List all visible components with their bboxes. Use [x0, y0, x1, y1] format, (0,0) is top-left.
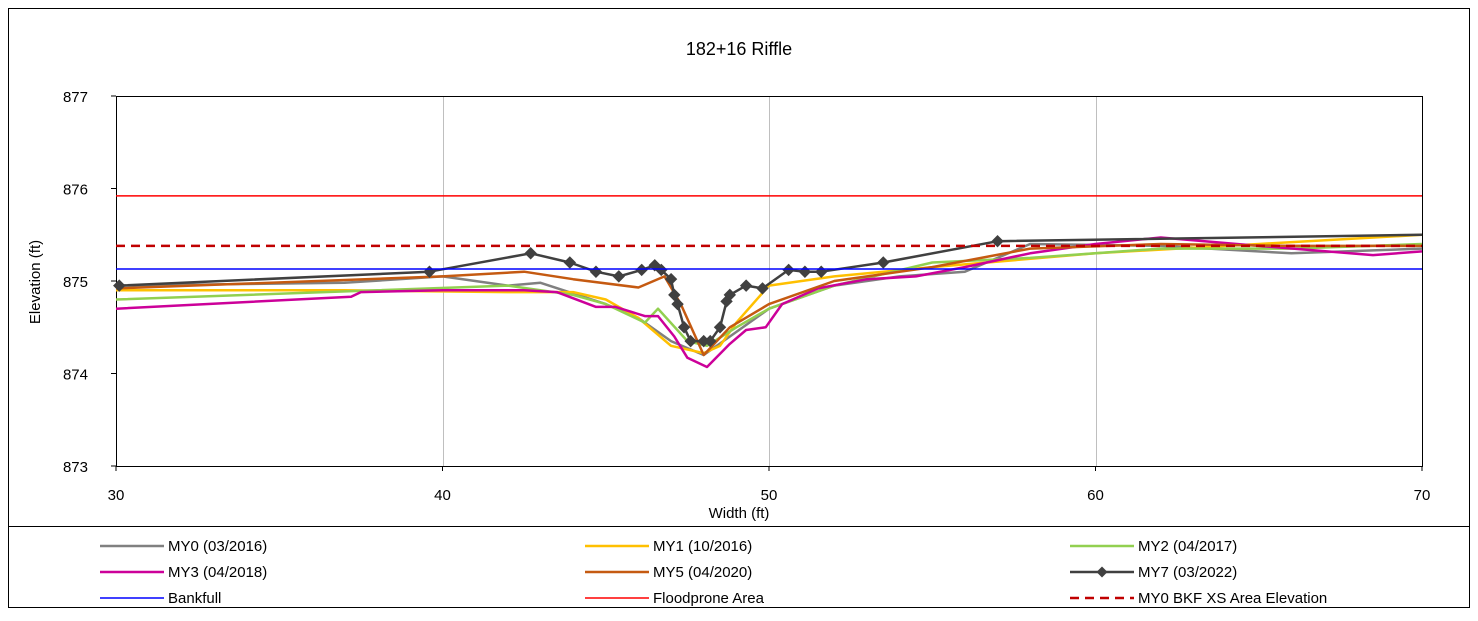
legend-item: MY3 (04/2018) [100, 564, 267, 581]
x-tick-label: 30 [108, 487, 125, 504]
y-tick-label: 877 [63, 89, 88, 106]
series-marker [877, 256, 890, 269]
legend-marker [1096, 566, 1108, 578]
series-marker [612, 270, 626, 283]
legend-item: MY7 (03/2022) [1070, 564, 1237, 581]
series-marker [635, 263, 648, 277]
series-line [115, 242, 1423, 357]
legend: MY0 (03/2016) MY1 (10/2016) MY2 (04/2017) M… [100, 538, 1327, 607]
y-tick-label: 873 [63, 459, 88, 476]
series-marker [756, 282, 769, 295]
y-axis-label: Elevation (ft) [27, 240, 44, 324]
y-tick-label: 876 [63, 182, 88, 199]
legend-label: MY5 (04/2020) [653, 564, 752, 581]
series-marker [677, 321, 691, 334]
y-tick-label: 874 [63, 367, 88, 384]
legend-label: MY1 (10/2016) [653, 538, 752, 555]
legend-item: MY0 (03/2016) [100, 538, 267, 555]
series-marker [739, 279, 753, 292]
series-marker [723, 288, 737, 302]
series-marker [113, 279, 126, 292]
chart-title: 182+16 Riffle [686, 39, 792, 59]
series-layer [113, 195, 1423, 369]
legend-label: MY2 (04/2017) [1138, 538, 1237, 555]
legend-item: MY5 (04/2020) [585, 564, 752, 581]
x-tick-label: 60 [1087, 487, 1104, 504]
legend-item: MY2 (04/2017) [1070, 538, 1237, 555]
series-marker [991, 235, 1004, 248]
legend-item: MY1 (10/2016) [585, 538, 752, 555]
legend-label: Bankfull [168, 590, 221, 607]
tick-labels: 30 40 50 60 70 873 874 875 876 877 [63, 89, 1430, 504]
x-tick-label: 40 [434, 487, 451, 504]
series-marker [684, 334, 697, 348]
series-marker [524, 247, 537, 260]
legend-item: Floodprone Area [585, 590, 765, 607]
series-marker [664, 272, 678, 286]
chart-border [8, 8, 1470, 608]
series-marker [671, 297, 684, 311]
y-tick-label: 875 [63, 274, 88, 291]
legend-label: MY7 (03/2022) [1138, 564, 1237, 581]
legend-label: MY0 BKF XS Area Elevation [1138, 590, 1327, 607]
x-axis-label: Width (ft) [709, 505, 770, 522]
legend-label: Floodprone Area [653, 590, 765, 607]
legend-label: MY0 (03/2016) [168, 538, 267, 555]
x-tick-label: 70 [1414, 487, 1431, 504]
series-marker [782, 263, 795, 277]
legend-label: MY3 (04/2018) [168, 564, 267, 581]
x-tick-label: 50 [761, 487, 778, 504]
series-marker [563, 256, 577, 269]
series-marker [704, 334, 717, 348]
series-marker [668, 288, 681, 302]
series-marker [655, 263, 668, 277]
legend-item: MY0 BKF XS Area Elevation [1070, 590, 1327, 607]
series-marker [713, 321, 727, 334]
legend-item: Bankfull [100, 590, 221, 607]
